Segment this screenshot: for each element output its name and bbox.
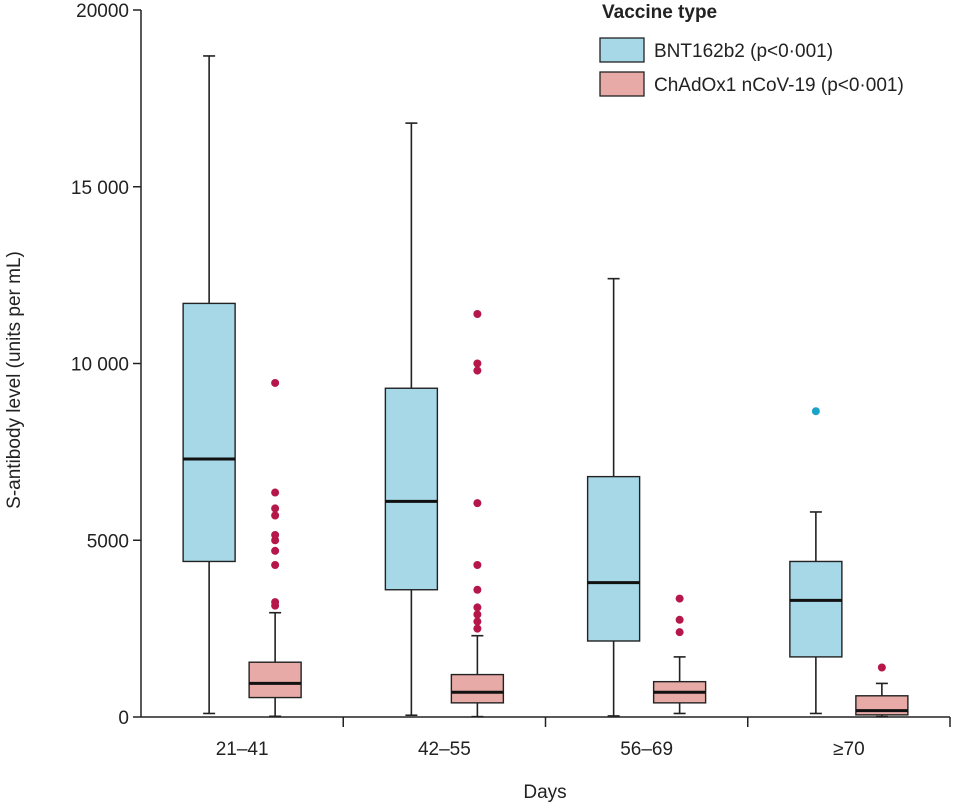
iqr-box [586, 475, 641, 642]
outlier-point [675, 594, 684, 603]
outlier-point [271, 504, 280, 513]
outlier-point [877, 663, 886, 672]
y-tick-label: 10 000 [71, 355, 129, 376]
legend-swatch-bnt162b2 [599, 37, 645, 63]
legend-swatch-chadox1 [599, 71, 645, 97]
x-axis-title: Days [523, 782, 566, 803]
legend-label-bnt162b2: BNT162b2 (p<0·001) [654, 41, 833, 62]
iqr-box [384, 387, 439, 591]
box-group [182, 55, 236, 715]
y-tick-label: 5000 [87, 531, 129, 552]
outlier-point [473, 359, 482, 368]
box-group [450, 310, 505, 718]
outlier-point [271, 511, 280, 520]
x-tick-label: 42–55 [418, 739, 471, 760]
box-group [789, 407, 843, 715]
iqr-box [450, 673, 505, 704]
outlier-point [271, 560, 280, 569]
outlier-point [271, 546, 280, 555]
y-tick-label: 20000 [76, 1, 129, 22]
outlier-point [473, 585, 482, 594]
outlier-point [473, 310, 482, 319]
outlier-point [473, 499, 482, 508]
outlier-point [271, 378, 280, 387]
legend: Vaccine type BNT162b2 (p<0·001) ChAdOx1 … [599, 2, 904, 97]
x-tick-label: 56–69 [620, 739, 673, 760]
outlier-point [473, 624, 482, 633]
axes: 0 5000 10 000 15 000 20000 21–41 42–55 56–69 ≥70 [71, 1, 951, 760]
y-tick-label: 0 [118, 708, 129, 729]
box-group [855, 663, 909, 718]
box-group [384, 122, 439, 717]
x-tick-label: 21–41 [216, 739, 269, 760]
outlier-point [473, 610, 482, 619]
legend-label-chadox1: ChAdOx1 nCoV-19 (p<0·001) [654, 75, 904, 96]
outlier-point [271, 530, 280, 539]
boxes [182, 55, 909, 718]
outlier-point [473, 366, 482, 375]
y-axis-title: S-antibody level (units per mL) [4, 251, 25, 509]
outlier-point [675, 615, 684, 624]
box-group [652, 594, 707, 715]
iqr-box [789, 560, 843, 658]
outlier-point [811, 407, 820, 416]
outlier-point [271, 488, 280, 497]
outlier-point [473, 617, 482, 626]
box-group [586, 277, 641, 717]
outlier-point [473, 603, 482, 612]
outlier-point [271, 598, 280, 607]
iqr-box [248, 661, 302, 699]
iqr-box [182, 302, 236, 563]
x-tick-label: ≥70 [833, 739, 865, 760]
box-group [248, 378, 302, 718]
legend-title: Vaccine type [602, 2, 717, 23]
y-tick-label: 15 000 [71, 178, 129, 199]
outlier-point [675, 628, 684, 637]
outlier-point [473, 560, 482, 569]
